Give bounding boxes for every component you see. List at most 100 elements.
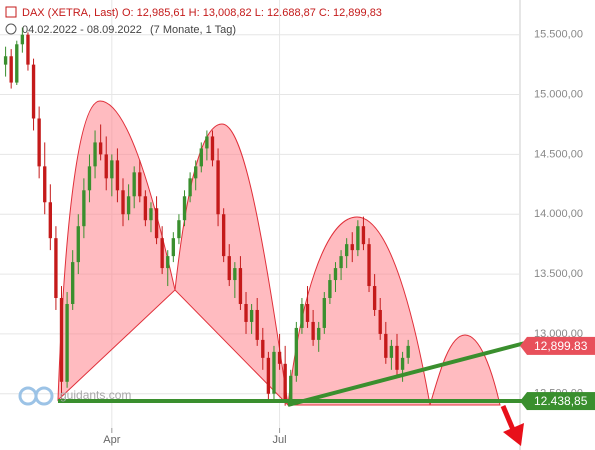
logo-icon: [18, 386, 38, 406]
candle-body: [233, 268, 237, 281]
y-tick-label: 15.500,00: [534, 29, 583, 41]
candle-body: [210, 136, 215, 161]
candle-body: [378, 309, 382, 334]
candle-body: [149, 208, 153, 221]
y-tick-label: 13.000,00: [534, 328, 583, 340]
axes: 12.500,0013.000,0013.500,0014.000,0014.5…: [103, 29, 595, 446]
header-icon: [5, 6, 17, 18]
arc-shape: [57, 100, 176, 402]
candle-body: [328, 280, 332, 299]
y-tick-label: 13.500,00: [534, 268, 583, 280]
arrow-head: [503, 423, 524, 446]
candle-body: [166, 256, 170, 269]
arrow: [500, 405, 524, 446]
candle-body: [182, 196, 187, 221]
candle-body: [9, 56, 13, 83]
subtitle: 04.02.2022 - 08.09.2022: [22, 24, 142, 36]
candle-body: [31, 64, 36, 119]
candle-body: [361, 226, 366, 245]
candle-body: [272, 351, 276, 394]
candle-body: [333, 268, 338, 281]
candle-body: [59, 298, 64, 382]
candle-body: [188, 178, 192, 197]
candle-body: [71, 262, 75, 304]
candle-body: [20, 34, 25, 45]
candle-body: [199, 148, 203, 167]
arc-shape: [287, 216, 431, 406]
candle-body: [384, 333, 388, 358]
candle-body: [372, 286, 377, 310]
candle-body: [115, 160, 120, 191]
logo-icon: [34, 386, 54, 406]
candle-body: [221, 214, 226, 257]
candle-body: [15, 44, 19, 83]
candle-body: [154, 208, 159, 239]
watermark: guidants.com: [60, 388, 131, 402]
price-pointer: [520, 392, 527, 411]
candle-body: [305, 303, 310, 322]
candle-body: [389, 345, 394, 358]
candle-body: [160, 238, 164, 269]
arc-shape: [429, 334, 501, 406]
candle-body: [395, 345, 399, 370]
candle-body: [54, 238, 58, 299]
candle-body: [277, 351, 282, 364]
candle-body: [98, 142, 103, 155]
candle-body: [110, 160, 114, 179]
x-tick-label: Apr: [103, 434, 120, 446]
candle-body: [171, 238, 176, 257]
candle-body: [244, 303, 248, 322]
arrow-shaft: [500, 405, 517, 433]
clock-icon: [5, 23, 17, 35]
candle-body: [356, 226, 360, 251]
price-label: 12,899.83: [534, 339, 588, 353]
candle-body: [249, 309, 254, 322]
y-tick-label: 15.000,00: [534, 88, 583, 100]
candle-body: [143, 196, 148, 221]
chart-title: DAX (XETRA, Last): [22, 7, 119, 19]
candle-body: [283, 363, 287, 400]
candle-body: [367, 244, 371, 287]
y-tick-label: 14.000,00: [534, 208, 583, 220]
candle-body: [65, 303, 69, 382]
price-pointer: [520, 336, 527, 355]
candle-body: [339, 256, 343, 269]
candle-body: [227, 256, 231, 281]
candle-body: [177, 220, 181, 239]
candle-body: [93, 142, 97, 167]
candle-body: [294, 327, 299, 376]
candle-body: [322, 298, 326, 328]
candle-body: [104, 154, 108, 179]
candle-body: [216, 160, 220, 215]
candle-body: [261, 339, 265, 358]
candle-body: [194, 166, 198, 179]
logo: guidants.com: [18, 386, 131, 406]
candle-body: [255, 309, 259, 340]
candle-body: [400, 357, 405, 370]
candle-body: [3, 56, 8, 65]
candles: [3, 27, 410, 406]
candle-body: [317, 327, 321, 340]
candle-body: [132, 172, 136, 197]
candle-body: [43, 166, 47, 203]
period: (7 Monate, 1 Tag): [150, 24, 236, 36]
header: DAX (XETRA, Last) O: 12,985,61 H: 13,008…: [5, 6, 382, 36]
candle-body: [87, 166, 92, 191]
candle-body: [344, 244, 349, 257]
y-tick-label: 14.500,00: [534, 148, 583, 160]
x-tick-label: Jul: [273, 434, 287, 446]
arc-shape: [174, 123, 289, 407]
candle-body: [76, 226, 80, 263]
trend-line: [287, 341, 526, 407]
candle-body: [138, 172, 142, 197]
price-box: [527, 336, 595, 355]
candle-body: [311, 321, 315, 340]
candle-body: [82, 190, 86, 227]
candle-body: [238, 268, 243, 304]
candle-body: [266, 357, 271, 394]
candle-body: [26, 34, 30, 65]
candle-body: [126, 196, 131, 215]
price-box: [527, 392, 595, 411]
candle-body: [350, 244, 354, 251]
